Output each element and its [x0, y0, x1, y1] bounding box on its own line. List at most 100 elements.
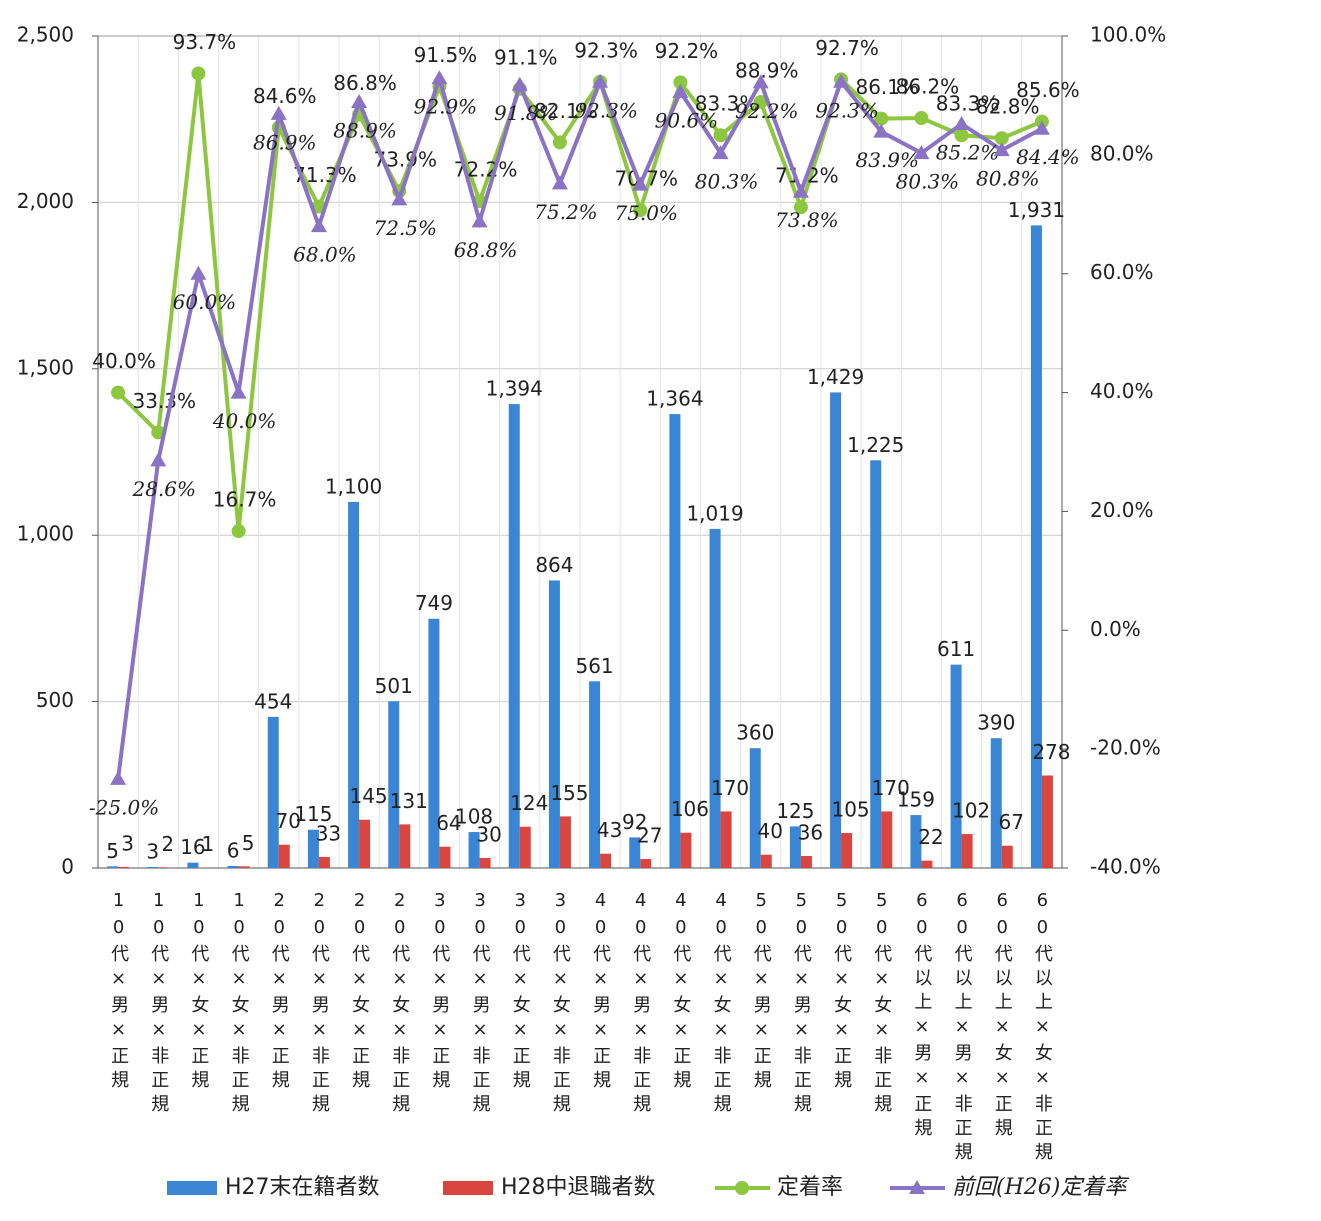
bar-label: 170 — [711, 776, 749, 800]
bar-label: 22 — [918, 825, 943, 849]
y-tick-label: 1,000 — [17, 522, 74, 546]
marker — [471, 213, 488, 228]
marker — [833, 73, 850, 88]
y2-tick-label: -20.0% — [1090, 736, 1161, 760]
line-label: 16.7% — [213, 488, 277, 512]
y2-tick-label: 60.0% — [1090, 260, 1154, 284]
bar — [760, 854, 772, 868]
line-label: 92.2% — [735, 99, 799, 123]
marker — [712, 145, 729, 160]
line-label: 91.5% — [414, 43, 478, 67]
bar-label: 1,364 — [646, 387, 703, 411]
legend-swatch — [443, 1181, 493, 1195]
line-label: 40.0% — [92, 349, 156, 373]
line-label: 86.9% — [253, 130, 317, 154]
bar — [950, 664, 962, 868]
line-label: 80.3% — [896, 170, 960, 194]
line-label: 75.2% — [534, 200, 598, 224]
y2-tick-label: 80.0% — [1090, 141, 1154, 165]
x-tick-label: 20代×男×非正規 — [309, 890, 330, 1118]
bar-label: 33 — [316, 822, 341, 846]
bar — [118, 867, 130, 868]
bar-label: 43 — [597, 818, 622, 842]
bar — [559, 816, 571, 868]
line-label: 91.1% — [494, 45, 558, 69]
bar-label: 1,019 — [686, 501, 743, 525]
x-tick-label: 40代×女×正規 — [670, 890, 691, 1094]
line-label: 68.8% — [454, 238, 518, 262]
line — [116, 71, 1043, 780]
bar — [318, 857, 330, 868]
bar — [227, 866, 239, 868]
bar-label: 27 — [637, 824, 662, 848]
line-label: 86.1% — [855, 75, 919, 99]
y-tick-label: 0 — [61, 855, 74, 879]
line-label: 73.8% — [775, 208, 839, 232]
bar — [709, 528, 721, 868]
bar-label: 125 — [776, 799, 814, 823]
line-label: 60.0% — [173, 290, 237, 314]
bar-label: 5 — [242, 831, 255, 855]
line-label: 92.3% — [574, 98, 638, 122]
marker — [873, 123, 890, 138]
line-label: 83.9% — [855, 148, 919, 172]
x-tick-label: 40代×女×非正規 — [711, 890, 732, 1118]
marker — [793, 200, 808, 215]
bar — [961, 834, 973, 868]
line-label: 92.3% — [815, 98, 879, 122]
x-tick-label: 50代×女×正規 — [831, 890, 852, 1094]
marker — [954, 128, 969, 143]
bar-label: 5 — [106, 839, 119, 863]
bar — [841, 833, 853, 868]
bar — [158, 867, 170, 868]
bar-label: 30 — [476, 823, 501, 847]
bar — [910, 815, 922, 868]
y2-tick-label: -40.0% — [1090, 855, 1161, 879]
x-tick-label: 50代×女×非正規 — [871, 890, 892, 1118]
line-label: 82.8% — [976, 95, 1040, 119]
line-label: 92.2% — [655, 39, 719, 63]
line-label: 93.7% — [173, 30, 237, 54]
line-label: 86.8% — [333, 71, 397, 95]
x-tick-label: 50代×男×正規 — [751, 890, 772, 1094]
x-tick-label: 30代×女×非正規 — [550, 890, 571, 1118]
line-label: 75.0% — [614, 201, 678, 225]
bar-label: 454 — [254, 689, 292, 713]
y2-tick-label: 100.0% — [1090, 23, 1166, 47]
bar — [519, 826, 531, 868]
legend-label: H28中退職者数 — [501, 1175, 656, 1200]
bar-label: 749 — [415, 591, 453, 615]
bar-label: 106 — [671, 797, 709, 821]
line-label: 86.2% — [896, 75, 960, 99]
marker — [994, 131, 1009, 146]
marker — [270, 105, 287, 120]
y2-tick-label: 20.0% — [1090, 498, 1154, 522]
bar — [399, 824, 411, 868]
bar — [629, 837, 641, 868]
marker — [633, 203, 648, 218]
bar — [921, 860, 933, 868]
bar-label: 102 — [952, 799, 990, 823]
marker — [110, 770, 127, 785]
legend-swatch — [167, 1181, 217, 1195]
line-label: 92.3% — [574, 38, 638, 62]
bar-label: 1 — [202, 832, 215, 856]
bar — [800, 856, 812, 868]
x-tick-label: 30代×男×正規 — [429, 890, 450, 1094]
bar-label: 105 — [831, 798, 869, 822]
y2-tick-label: 40.0% — [1090, 379, 1154, 403]
bar-label: 864 — [535, 553, 573, 577]
bar — [749, 748, 761, 868]
y2-tick-label: 0.0% — [1090, 617, 1141, 641]
bar-label: 1,429 — [807, 365, 864, 389]
bar-label: 1,394 — [486, 377, 543, 401]
bar-label: 278 — [1032, 740, 1070, 764]
marker — [914, 111, 929, 126]
x-tick-label: 10代×男×正規 — [108, 890, 129, 1094]
marker — [230, 384, 247, 399]
legend-marker — [909, 1180, 925, 1194]
marker — [993, 142, 1010, 157]
line-label: 90.6% — [655, 108, 719, 132]
bar-label: 6 — [227, 839, 240, 863]
